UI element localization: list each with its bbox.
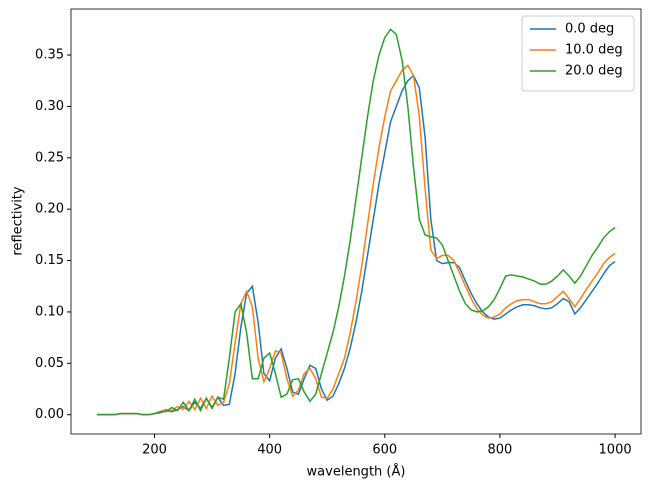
x-tick-label: 1000 [599,443,632,458]
x-tick-label: 600 [372,443,397,458]
y-tick-label: 0.05 [35,356,64,371]
legend-label: 0.0 deg [565,22,614,37]
y-tick-label: 0.00 [35,407,64,422]
series-line [96,74,616,416]
x-tick-label: 200 [142,443,167,458]
y-tick-label: 0.25 [35,150,64,165]
y-axis-label: reflectivity [11,186,26,256]
legend-label: 20.0 deg [565,64,623,79]
series-line [96,28,616,416]
plot-frame [70,8,642,435]
series-line [96,64,616,416]
x-tick-label: 800 [488,443,513,458]
y-tick-label: 0.10 [35,304,64,319]
legend-label: 10.0 deg [565,43,623,58]
y-tick-label: 0.15 [35,253,64,268]
y-tick-label: 0.35 [35,48,64,63]
x-axis-label: wavelength (Å) [307,464,406,480]
legend-box [521,15,635,92]
x-tick-label: 400 [257,443,282,458]
y-tick-label: 0.30 [35,99,64,114]
y-tick-label: 0.20 [35,202,64,217]
